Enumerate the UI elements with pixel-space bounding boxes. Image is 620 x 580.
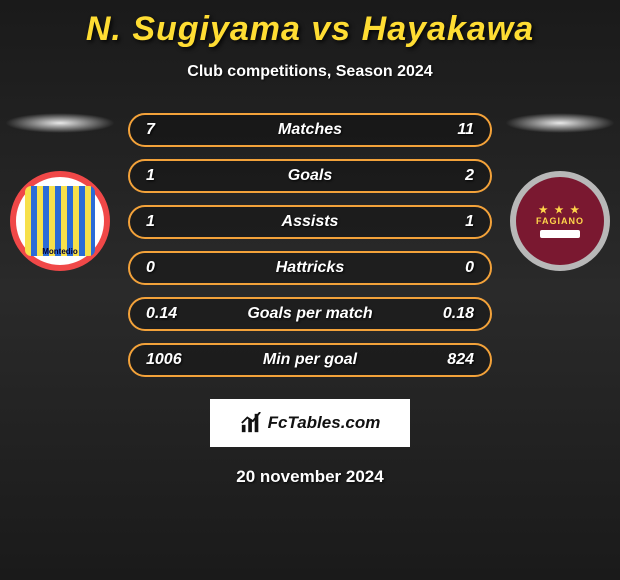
stat-right-value: 824: [426, 351, 474, 369]
stat-right-value: 11: [426, 121, 474, 139]
stat-left-value: 0: [146, 259, 194, 277]
shadow-ellipse-left: [5, 113, 115, 133]
stat-label: Goals per match: [194, 305, 426, 323]
club-badge-right-inner: ★ ★ ★ FAGIANO: [525, 186, 595, 256]
player-right-col: ★ ★ ★ FAGIANO: [500, 113, 620, 271]
stat-row: 0 Hattricks 0: [128, 251, 492, 285]
date-line: 20 november 2024: [0, 467, 620, 487]
stat-rows: 7 Matches 11 1 Goals 2 1 Assists 1 0 Hat…: [128, 113, 492, 377]
stat-row: 1 Goals 2: [128, 159, 492, 193]
stars-icon: ★ ★ ★: [539, 205, 581, 216]
stat-label: Min per goal: [194, 351, 426, 369]
badge-right-label: FAGIANO: [536, 216, 584, 226]
club-badge-right: ★ ★ ★ FAGIANO: [510, 171, 610, 271]
stat-left-value: 7: [146, 121, 194, 139]
club-badge-left-inner: Montedio: [25, 186, 95, 256]
badge-right-bar: [540, 230, 580, 238]
stat-row: 7 Matches 11: [128, 113, 492, 147]
player-left-col: Montedio: [0, 113, 120, 271]
club-badge-left: Montedio: [10, 171, 110, 271]
stat-left-value: 1006: [146, 351, 194, 369]
page-title: N. Sugiyama vs Hayakawa: [0, 10, 620, 49]
stat-left-value: 0.14: [146, 305, 194, 323]
stat-left-value: 1: [146, 213, 194, 231]
chart-icon: [240, 412, 262, 434]
stat-label: Hattricks: [194, 259, 426, 277]
stat-label: Assists: [194, 213, 426, 231]
stat-row: 0.14 Goals per match 0.18: [128, 297, 492, 331]
stat-right-value: 0.18: [426, 305, 474, 323]
shadow-ellipse-right: [505, 113, 615, 133]
stat-row: 1006 Min per goal 824: [128, 343, 492, 377]
compare-area: Montedio ★ ★ ★ FAGIANO 7 Matches 11 1 Go: [0, 113, 620, 377]
brand-box[interactable]: FcTables.com: [210, 399, 410, 447]
stat-label: Matches: [194, 121, 426, 139]
subtitle: Club competitions, Season 2024: [0, 63, 620, 81]
stat-right-value: 1: [426, 213, 474, 231]
stat-right-value: 0: [426, 259, 474, 277]
stat-left-value: 1: [146, 167, 194, 185]
stat-row: 1 Assists 1: [128, 205, 492, 239]
stat-label: Goals: [194, 167, 426, 185]
brand-text: FcTables.com: [268, 413, 381, 433]
stat-right-value: 2: [426, 167, 474, 185]
